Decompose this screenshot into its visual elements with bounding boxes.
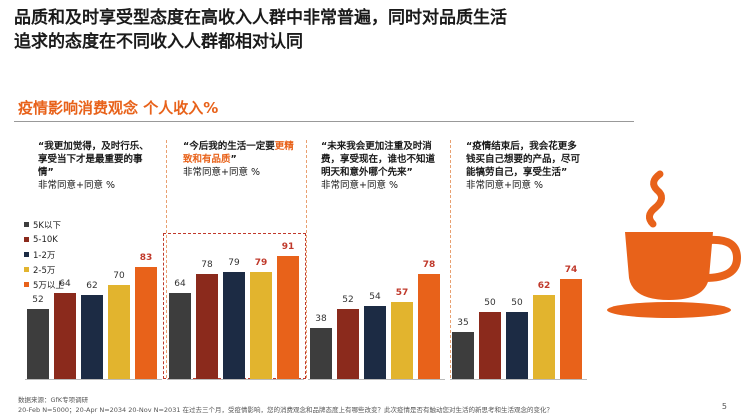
panel-4-metric: 非常同意+同意 %	[466, 180, 544, 191]
bar-value-label: 38	[315, 313, 327, 324]
bar	[560, 279, 582, 379]
legend-item: 2-5万	[24, 262, 64, 277]
bar	[364, 306, 386, 379]
bar	[418, 273, 440, 379]
panel-divider-2	[306, 140, 307, 378]
bar-value-label: 52	[342, 294, 354, 305]
panel-2-quote-post: ”	[230, 154, 237, 165]
legend-item: 5K以下	[24, 217, 64, 232]
bar-value-label: 62	[537, 281, 551, 292]
bar-value-label: 62	[86, 281, 98, 292]
legend-swatch	[24, 252, 29, 257]
legend-swatch	[24, 267, 29, 272]
bar	[81, 295, 103, 379]
legend-label: 5K以下	[33, 220, 61, 231]
subtitle-underline	[14, 121, 634, 122]
chart-subtitle: 疫情影响消费观念 个人收入%	[18, 99, 219, 117]
legend-swatch	[24, 282, 29, 287]
bar-value-label: 57	[395, 288, 409, 299]
bar	[169, 292, 191, 379]
bar	[277, 256, 299, 379]
bar	[506, 311, 528, 379]
panel-2-question: “今后我的生活一定要更精致和有品质” 非常同意+同意 %	[183, 140, 298, 179]
group-baseline	[25, 379, 162, 380]
legend-label: 1-2万	[33, 250, 56, 261]
bar-value-label: 83	[139, 252, 153, 263]
bar	[533, 295, 555, 379]
title-line-2: 追求的态度在不同收入人群都相对认同	[14, 32, 303, 52]
legend-item: 5万以上	[24, 277, 64, 292]
panel-4-question: “疫情结束后，我会花更多钱买自己想要的产品，尽可能犒劳自己，享受生活” 非常同意…	[466, 140, 581, 192]
bar-value-label: 64	[59, 278, 71, 289]
panel-1-quote: “我更加觉得，及时行乐、享受当下才是最重要的事情”	[38, 141, 149, 178]
bar	[310, 327, 332, 379]
panel-3-quote: “未来我会更加注重及时消费，享受现在，谁也不知道明天和意外哪个先来”	[321, 141, 436, 178]
panel-2-quote-highlight: 更精致和有品质	[183, 141, 294, 165]
page-number: 5	[721, 402, 727, 411]
legend-item: 5-10K	[24, 232, 64, 247]
panel-divider-3	[450, 140, 451, 378]
panel-1-question: “我更加觉得，及时行乐、享受当下才是最重要的事情” 非常同意+同意 %	[38, 140, 150, 192]
coffee-cup-icon	[607, 170, 742, 318]
bar	[337, 308, 359, 379]
group-baseline	[308, 379, 445, 380]
legend-label: 5万以上	[33, 280, 64, 291]
bar	[452, 331, 474, 379]
bar-value-label: 74	[564, 265, 578, 276]
bar-value-label: 64	[174, 278, 186, 289]
bar	[135, 266, 157, 379]
bar	[223, 272, 245, 379]
legend-swatch	[24, 222, 29, 227]
panel-4-quote: “疫情结束后，我会花更多钱买自己想要的产品，尽可能犒劳自己，享受生活”	[466, 141, 581, 178]
panel-divider-1	[166, 140, 167, 378]
bar-value-label: 78	[201, 259, 213, 270]
panel-3-metric: 非常同意+同意 %	[321, 180, 399, 191]
panel-3-question: “未来我会更加注重及时消费，享受现在，谁也不知道明天和意外哪个先来” 非常同意+…	[321, 140, 439, 192]
bar	[250, 272, 272, 379]
legend-item: 1-2万	[24, 247, 64, 262]
bar	[479, 311, 501, 379]
page-title: 品质和及时享受型态度在高收入人群中非常普遍，同时对品质生活 追求的态度在不同收入…	[14, 6, 654, 54]
bar-value-label: 78	[422, 259, 436, 270]
bar-value-label: 35	[457, 317, 469, 328]
bar-value-label: 50	[484, 297, 496, 308]
panel-2-metric: 非常同意+同意 %	[183, 167, 261, 178]
bar-value-label: 91	[281, 242, 295, 253]
panel-1-metric: 非常同意+同意 %	[38, 180, 116, 191]
legend-swatch	[24, 237, 29, 242]
bar-value-label: 79	[254, 258, 268, 269]
bar	[391, 302, 413, 379]
group-baseline	[450, 379, 587, 380]
panel-2-quote: “今后我的生活一定要更精致和有品质”	[183, 140, 298, 166]
title-line-1: 品质和及时享受型态度在高收入人群中非常普遍，同时对品质生活	[14, 8, 507, 28]
group-baseline	[167, 379, 304, 380]
legend-label: 2-5万	[33, 265, 56, 276]
bar	[108, 284, 130, 379]
bar-value-label: 52	[32, 294, 44, 305]
legend-label: 5-10K	[33, 234, 58, 245]
bar	[196, 273, 218, 379]
data-source: 数据来源：GfK专项调研	[18, 396, 89, 404]
chart-legend: 5K以下 5-10K 1-2万 2-5万 5万以上	[24, 217, 64, 292]
bar	[27, 308, 49, 379]
bar-value-label: 50	[511, 297, 523, 308]
bar-value-label: 70	[113, 270, 125, 281]
bar-value-label: 79	[228, 258, 240, 269]
bar-value-label: 54	[369, 292, 381, 303]
panel-2-quote-pre: “今后我的生活一定要	[183, 141, 275, 152]
bar	[54, 292, 76, 379]
sample-note: 20-Feb N=5000；20-Apr N=2034 20-Nov N=203…	[18, 406, 554, 414]
